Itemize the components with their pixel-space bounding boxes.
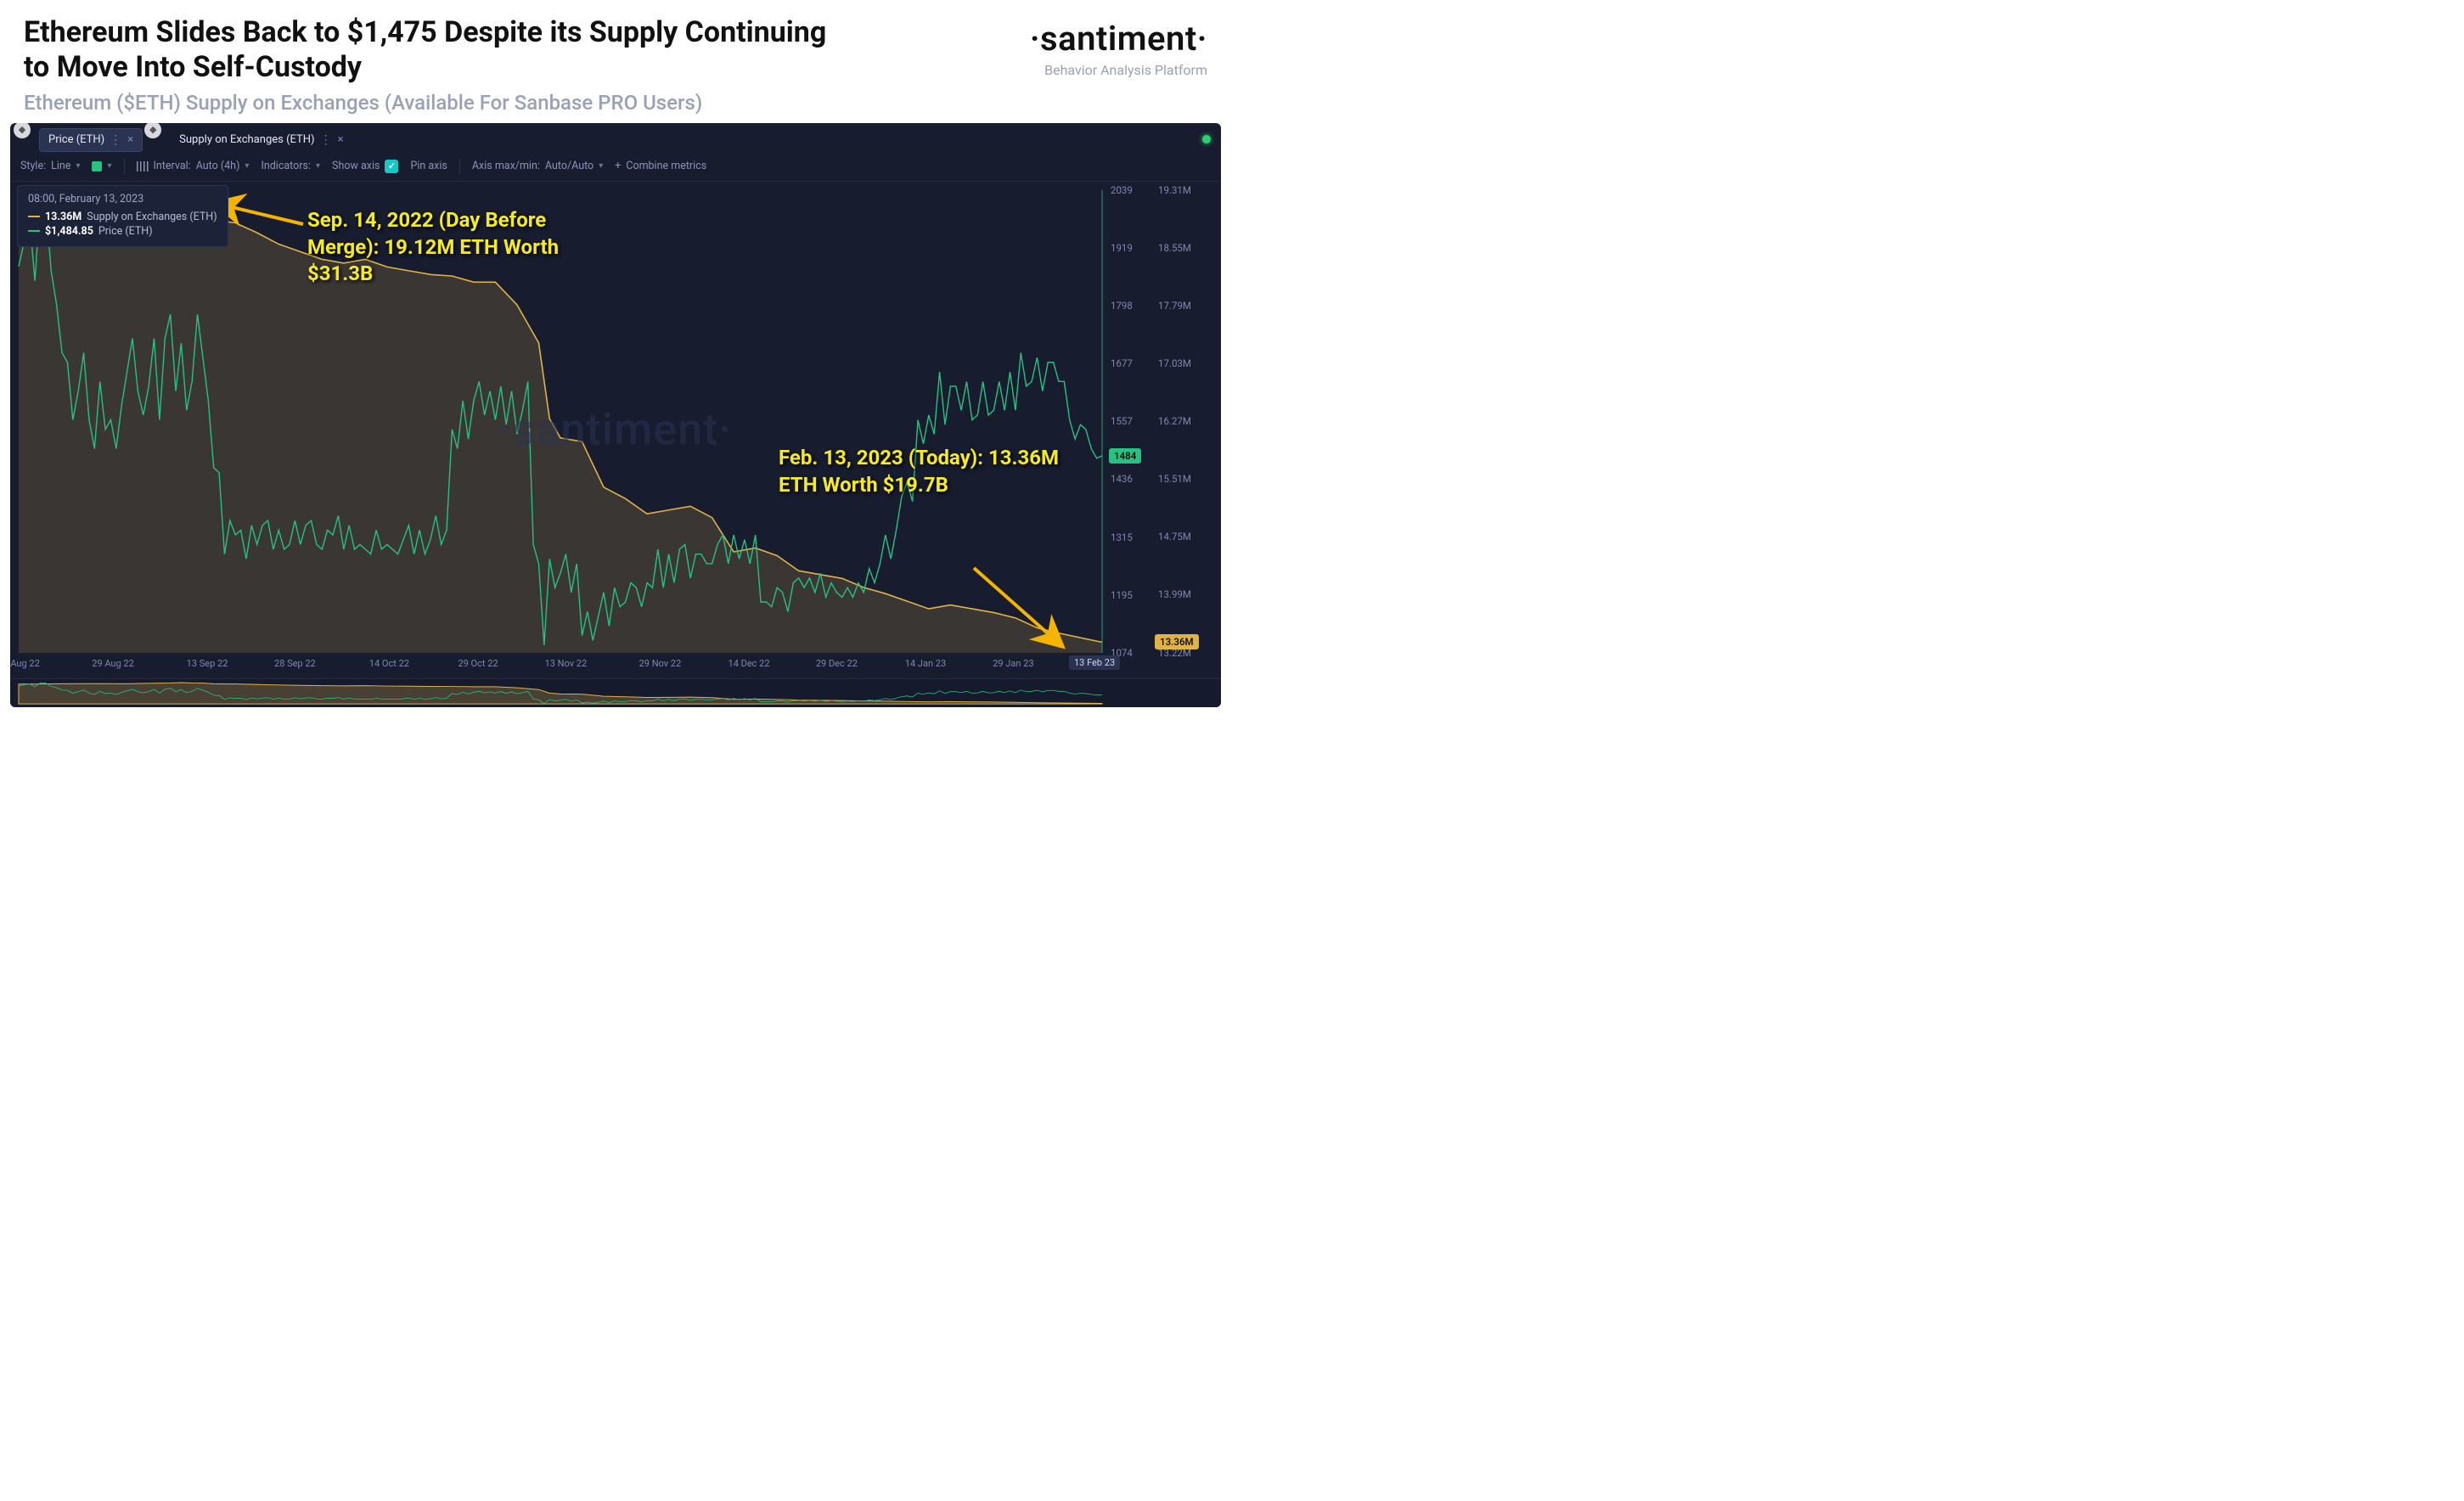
live-indicator [1202,135,1211,143]
tooltip-name: Supply on Exchanges (ETH) [87,211,217,223]
axis-tick-label: 2039 [1111,184,1133,196]
brand-logo: ·santiment· [1030,19,1207,59]
axis-tick-label: 15.51M [1158,473,1191,485]
axis-tick-label: 13 Nov 22 [545,658,588,669]
minimap[interactable] [10,678,1221,707]
chevron-down-icon: ▾ [599,161,603,171]
price-current-badge: 1484 [1109,448,1141,464]
axis-tick-label: 14 Jan 23 [905,658,946,669]
tab-menu-icon[interactable]: ⋮ [320,133,331,147]
annotation-today: Feb. 13, 2023 (Today): 13.36M ETH Worth … [779,445,1067,498]
interval-label: Interval: [154,160,191,172]
interval-selector[interactable]: Interval: Auto (4h) ▾ [137,160,250,172]
axis-tick-label: 1919 [1111,242,1133,254]
chart-toolbar: Style: Line ▾ ▾ Interval: Auto (4h) ▾ In… [10,152,1221,182]
axis-tick-label: 29 Jan 23 [993,658,1033,669]
axis-tick-label: 1315 [1111,531,1133,543]
close-icon[interactable]: × [338,133,344,146]
hover-tooltip: 08:00, February 13, 2023 13.36M Supply o… [17,185,228,247]
tab-supply[interactable]: Supply on Exchanges (ETH) ⋮ × [170,128,352,152]
minimap-svg [10,679,1221,707]
close-icon[interactable]: × [127,133,133,146]
metric-tabs: ◆ Price (ETH) ⋮ × ◆ Supply on Exchanges … [10,123,1221,152]
page-subtitle: Ethereum ($ETH) Supply on Exchanges (Ava… [24,91,839,115]
axis-tick-label: 14 Dec 22 [729,658,770,669]
axis-tick-label: 13 Aug 22 [10,658,40,669]
axis-tick-label: 14 Oct 22 [369,658,409,669]
axis-range-selector[interactable]: Axis max/min: Auto/Auto ▾ [472,160,603,172]
interval-icon [137,161,149,171]
chevron-down-icon: ▾ [107,161,111,171]
style-selector[interactable]: Style: Line ▾ [20,160,80,172]
style-value: Line [51,160,70,172]
chart-svg [10,182,1221,678]
axis-label: Axis max/min: [472,160,540,172]
axis-tick-label: 17.79M [1158,300,1191,312]
axis-tick-label: 19.31M [1158,184,1191,196]
tab-price-label: Price (ETH) [48,133,104,146]
series-color-dash [28,230,40,232]
supply-current-badge: 13.36M [1155,634,1199,649]
checkbox-checked-icon: ✓ [385,160,398,173]
tooltip-value: 13.36M [45,211,82,223]
tooltip-value: $1,484.85 [45,225,93,238]
axis-tick-label: 17.03M [1158,357,1191,369]
series-color-dash [28,216,40,217]
page-title: Ethereum Slides Back to $1,475 Despite i… [24,15,839,86]
axis-tick-label: 13 Feb 23 [1069,655,1120,670]
interval-value: Auto (4h) [196,160,240,172]
axis-tick-label: 1798 [1111,300,1133,312]
style-label: Style: [20,160,46,172]
brand-tagline: Behavior Analysis Platform [1030,62,1207,78]
pin-axis-toggle[interactable]: Pin axis [410,160,447,172]
indicators-label: Indicators: [261,160,311,172]
series-color[interactable]: ▾ [92,161,111,171]
axis-tick-label: 13.99M [1158,588,1191,600]
axis-tick-label: 14.75M [1158,531,1191,542]
chart-body[interactable]: ·santiment· 08:00, February 13, 2023 13.… [10,182,1221,678]
combine-metrics-button[interactable]: + Combine metrics [615,160,706,172]
tab-price[interactable]: Price (ETH) ⋮ × [39,128,143,152]
plus-icon: + [615,160,621,172]
eth-icon: ◆ [14,123,31,138]
axis-tick-label: 29 Nov 22 [639,658,682,669]
brand-block: ·santiment· Behavior Analysis Platform [1030,15,1207,78]
axis-tick-label: 18.55M [1158,242,1191,254]
axis-tick-label: 28 Sep 22 [274,658,316,669]
tab-supply-label: Supply on Exchanges (ETH) [179,133,314,146]
chevron-down-icon: ▾ [316,161,320,171]
axis-tick-label: 29 Oct 22 [458,658,498,669]
axis-tick-label: 1436 [1111,473,1133,485]
show-axis-label: Show axis [332,160,380,172]
tooltip-datetime: 08:00, February 13, 2023 [28,193,217,205]
combine-label: Combine metrics [626,160,706,172]
axis-tick-label: 29 Aug 22 [92,658,134,669]
color-swatch [92,161,102,171]
eth-icon: ◆ [144,123,161,138]
chevron-down-icon: ▾ [245,161,249,171]
annotation-merge: Sep. 14, 2022 (Day Before Merge): 19.12M… [307,207,596,288]
axis-tick-label: 29 Dec 22 [816,658,858,669]
axis-value: Auto/Auto [545,160,593,172]
axis-tick-label: 1557 [1111,415,1133,427]
axis-tick-label: 16.27M [1158,415,1191,427]
pin-axis-label: Pin axis [410,160,447,172]
axis-tick-label: 13 Sep 22 [187,658,228,669]
axis-tick-label: 1677 [1111,357,1133,369]
chart-panel: ◆ Price (ETH) ⋮ × ◆ Supply on Exchanges … [10,123,1221,707]
tab-menu-icon[interactable]: ⋮ [110,133,121,147]
show-axis-toggle[interactable]: Show axis ✓ [332,160,398,173]
tooltip-name: Price (ETH) [98,225,153,238]
axis-tick-label: 1195 [1111,589,1133,601]
indicators-selector[interactable]: Indicators: ▾ [261,160,320,172]
chevron-down-icon: ▾ [76,161,80,171]
